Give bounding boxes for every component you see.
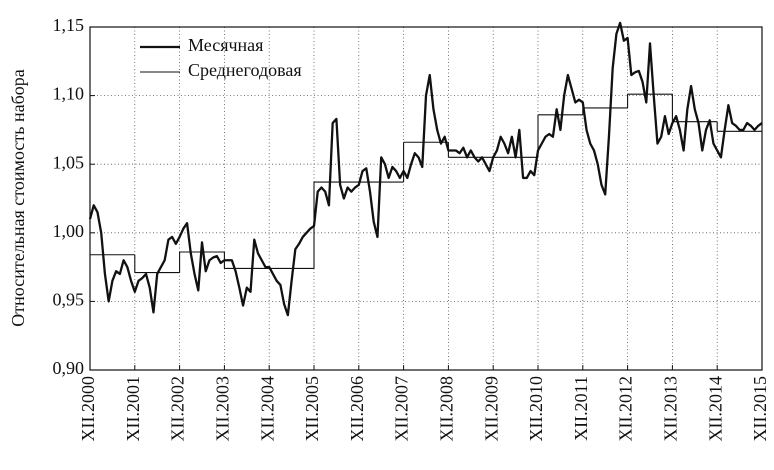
y-tick-label: 0,90 [53, 358, 85, 378]
x-tick-label: XII.2005 [302, 376, 322, 442]
x-tick-label: XII.2001 [123, 376, 143, 442]
y-tick-label: 1,00 [53, 221, 85, 241]
line-series [88, 21, 763, 317]
y-tick-label: 1,15 [53, 15, 85, 35]
x-tick-label: XII.2014 [705, 376, 725, 442]
legend-label: Месячная [188, 35, 263, 55]
x-tick-label: XII.2000 [78, 376, 98, 442]
y-tick-label: 1,10 [53, 84, 85, 104]
x-tick-label: XII.2015 [750, 376, 770, 442]
legend-label: Среднегодовая [188, 60, 302, 80]
x-tick-label: XII.2002 [168, 376, 188, 442]
x-tick-label: XII.2003 [213, 376, 233, 442]
x-tick-label: XII.2008 [437, 376, 457, 442]
y-axis-title: Относительная стоимость набора [8, 69, 28, 326]
y-tick-label: 1,05 [53, 152, 85, 172]
x-tick-label: XII.2007 [392, 376, 412, 442]
x-tick-label: XII.2009 [481, 376, 501, 442]
x-tick-label: XII.2012 [616, 376, 636, 442]
plot-frame [89, 26, 763, 371]
x-tick-label: XII.2004 [257, 376, 277, 442]
y-tick-label: 0,95 [53, 290, 85, 310]
x-tick-label: XII.2011 [571, 376, 591, 441]
x-tick-label: XII.2006 [347, 376, 367, 442]
x-tick-label: XII.2013 [661, 376, 681, 442]
x-tick-label: XII.2010 [526, 376, 546, 442]
